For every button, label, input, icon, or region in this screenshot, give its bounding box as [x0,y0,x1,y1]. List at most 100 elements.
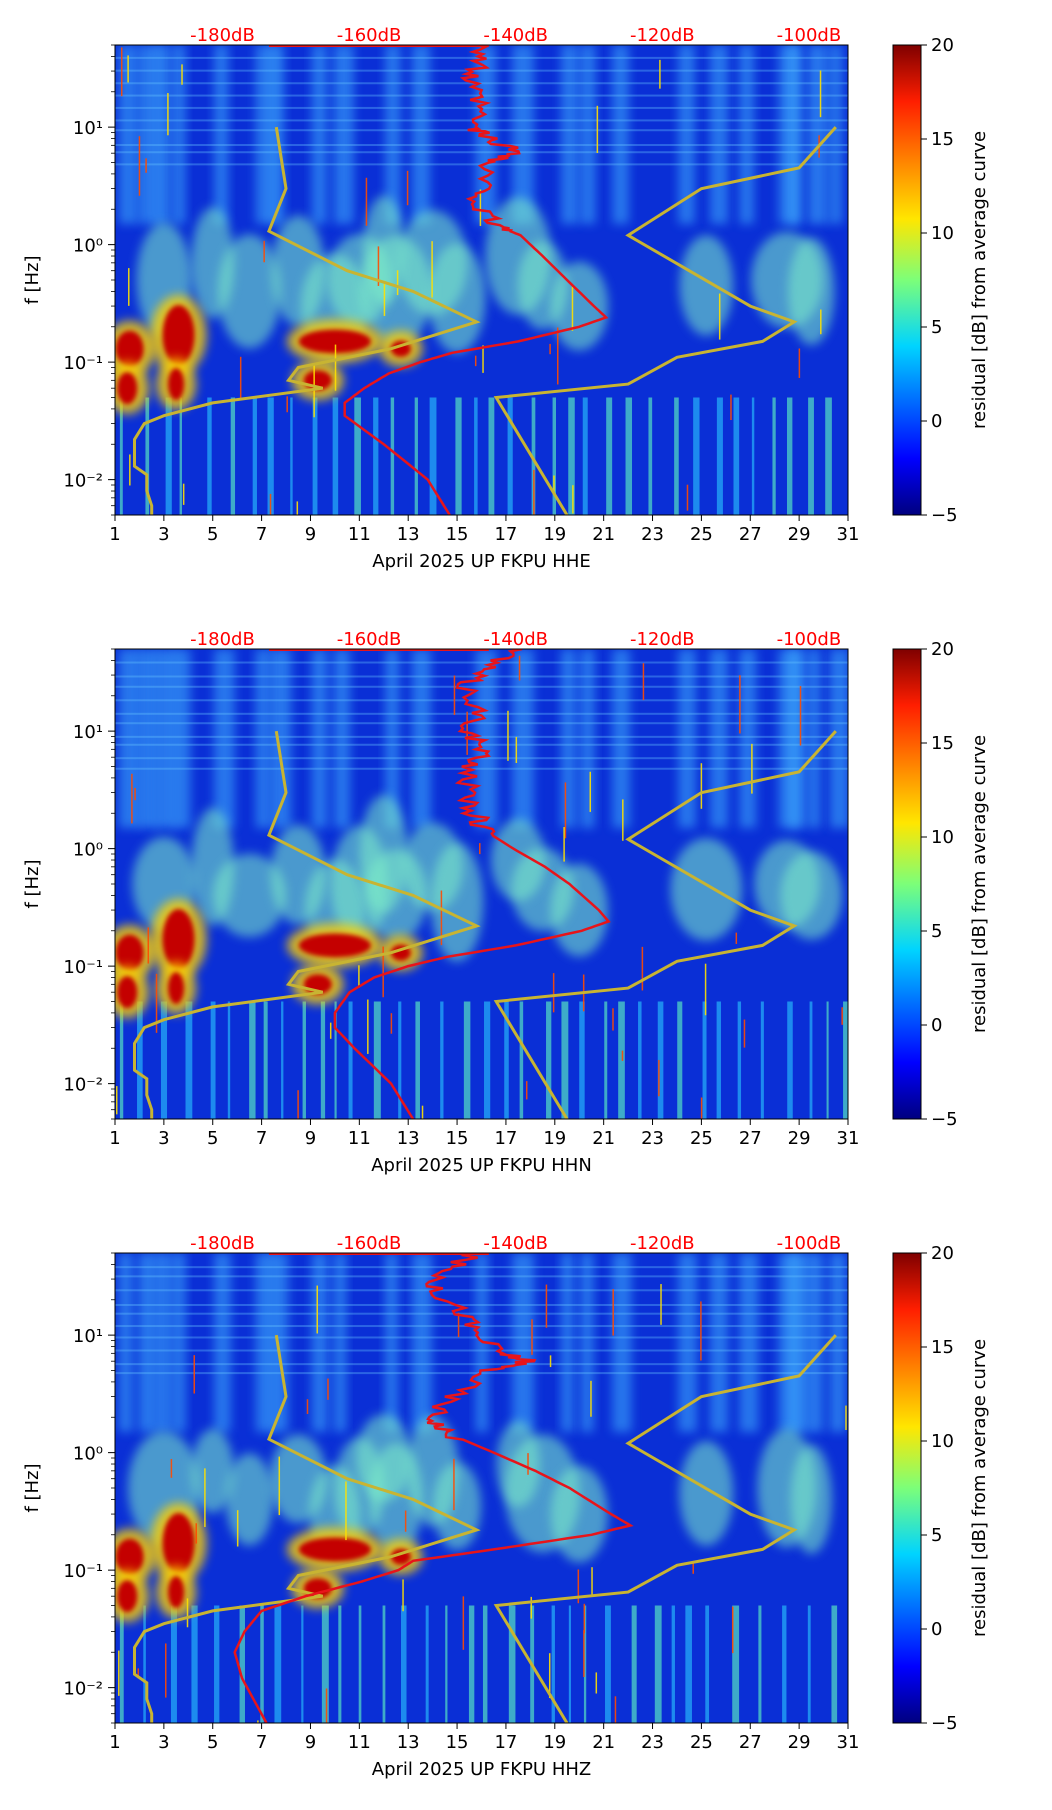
lf-stripe [191,1605,198,1723]
transient-tick [819,70,822,118]
transient-tick [204,1468,206,1528]
transient-tick [367,999,369,1054]
y-tick-label: 10¹ [73,1326,103,1347]
x-tick-label: 9 [305,1128,316,1149]
storm-hotspot [162,305,195,366]
lf-stripe [758,1605,762,1723]
transient-tick [127,55,129,83]
lf-stripe [119,1605,124,1723]
colorbar-tick-label: 20 [931,35,954,56]
microseism-blob [212,853,287,937]
x-tick-label: 1 [109,1732,120,1753]
lf-stripe [582,397,588,515]
hf-noise-band [807,1253,824,1432]
hf-noise-band [333,649,351,828]
x-tick-label: 17 [494,1732,517,1753]
top-db-scale-label: -140dB [483,629,548,650]
x-tick-label: 15 [446,1128,469,1149]
storm-hotspot [168,368,185,401]
hf-streak [115,757,848,760]
transient-tick [118,1650,120,1696]
average-psd-curve [233,1253,634,1723]
x-tick-label: 13 [397,524,420,545]
storm-hotspot [115,330,144,367]
transient-tick [799,686,802,746]
transient-tick [641,946,644,991]
top-db-scale-label: -180dB [190,1233,255,1254]
lf-stripe [843,1001,848,1119]
transient-tick [453,675,456,715]
hf-noise-band [411,649,432,828]
lf-stripe [119,397,123,515]
hf-streak [115,1312,848,1315]
hf-streak [115,1363,848,1366]
spectrogram-heatmap [115,1253,848,1723]
lf-stripe [732,1605,740,1723]
hf-noise-band [385,1253,398,1432]
x-tick-label: 5 [207,524,218,545]
hf-noise-band [138,649,158,828]
y-tick-label: 10⁰ [73,1444,103,1465]
transient-tick [474,355,477,367]
colorbar-tick-label: 5 [931,921,942,942]
colorbar [892,44,922,516]
hf-streak [115,743,848,746]
hf-noise-band [311,1253,328,1432]
lf-stripe [160,1001,168,1119]
x-tick-label: 23 [641,524,664,545]
transient-tick [239,356,242,400]
lf-stripe [583,1605,587,1723]
transient-tick [548,1653,551,1699]
lf-stripe [702,1001,707,1119]
microseism-blob [788,237,835,346]
high-noise-model-curve [493,126,837,515]
hf-streak [115,712,848,715]
top-db-scale-label: -100dB [777,1233,842,1254]
hf-noise-band [612,45,629,224]
transient-tick [421,1105,424,1119]
top-db-scale-label: -100dB [777,629,842,650]
x-tick-label: 31 [837,1732,860,1753]
transient-tick [138,136,141,196]
hf-noise-band [512,45,534,224]
x-tick-label: 15 [446,524,469,545]
storm-hotspot [298,329,371,354]
transient-tick [533,469,535,515]
top-db-scale-label: -120dB [630,629,695,650]
hf-noise-band [561,1253,574,1432]
transient-tick [482,345,484,373]
lf-stripe [170,1605,177,1723]
lf-stripe [165,397,172,515]
hf-streak [115,1289,848,1292]
microseism-blob [550,1465,608,1563]
lf-stripe [348,1001,353,1119]
colorbar-tick-label: 0 [931,411,942,432]
lf-stripe [482,1605,488,1723]
hf-noise-band [829,1253,846,1432]
x-tick-label: 25 [690,1732,713,1753]
transient-tick [731,1606,734,1654]
transient-tick [462,1596,465,1650]
transient-tick [614,1696,617,1723]
lf-stripe [210,1001,216,1119]
hf-noise-band [118,649,141,828]
microseism-blob [490,819,546,901]
x-tick-label: 7 [256,1732,267,1753]
hf-noise-band [807,649,821,828]
transient-tick [182,483,185,505]
storm-hotspot [117,976,138,1009]
transient-tick [686,484,689,511]
lf-stripe [808,397,814,515]
hf-noise-band [807,45,828,224]
lf-stripe [605,1605,611,1723]
lf-stripe [334,1001,337,1119]
transient-tick [306,1399,309,1414]
x-tick-label: 3 [158,1128,169,1149]
x-tick-label: 19 [543,1732,566,1753]
x-tick-label: 7 [256,1128,267,1149]
y-tick-label: 10⁻¹ [63,353,103,374]
lf-stripe [760,1001,764,1119]
hf-noise-band [678,45,695,224]
x-tick-label: 27 [739,1732,762,1753]
